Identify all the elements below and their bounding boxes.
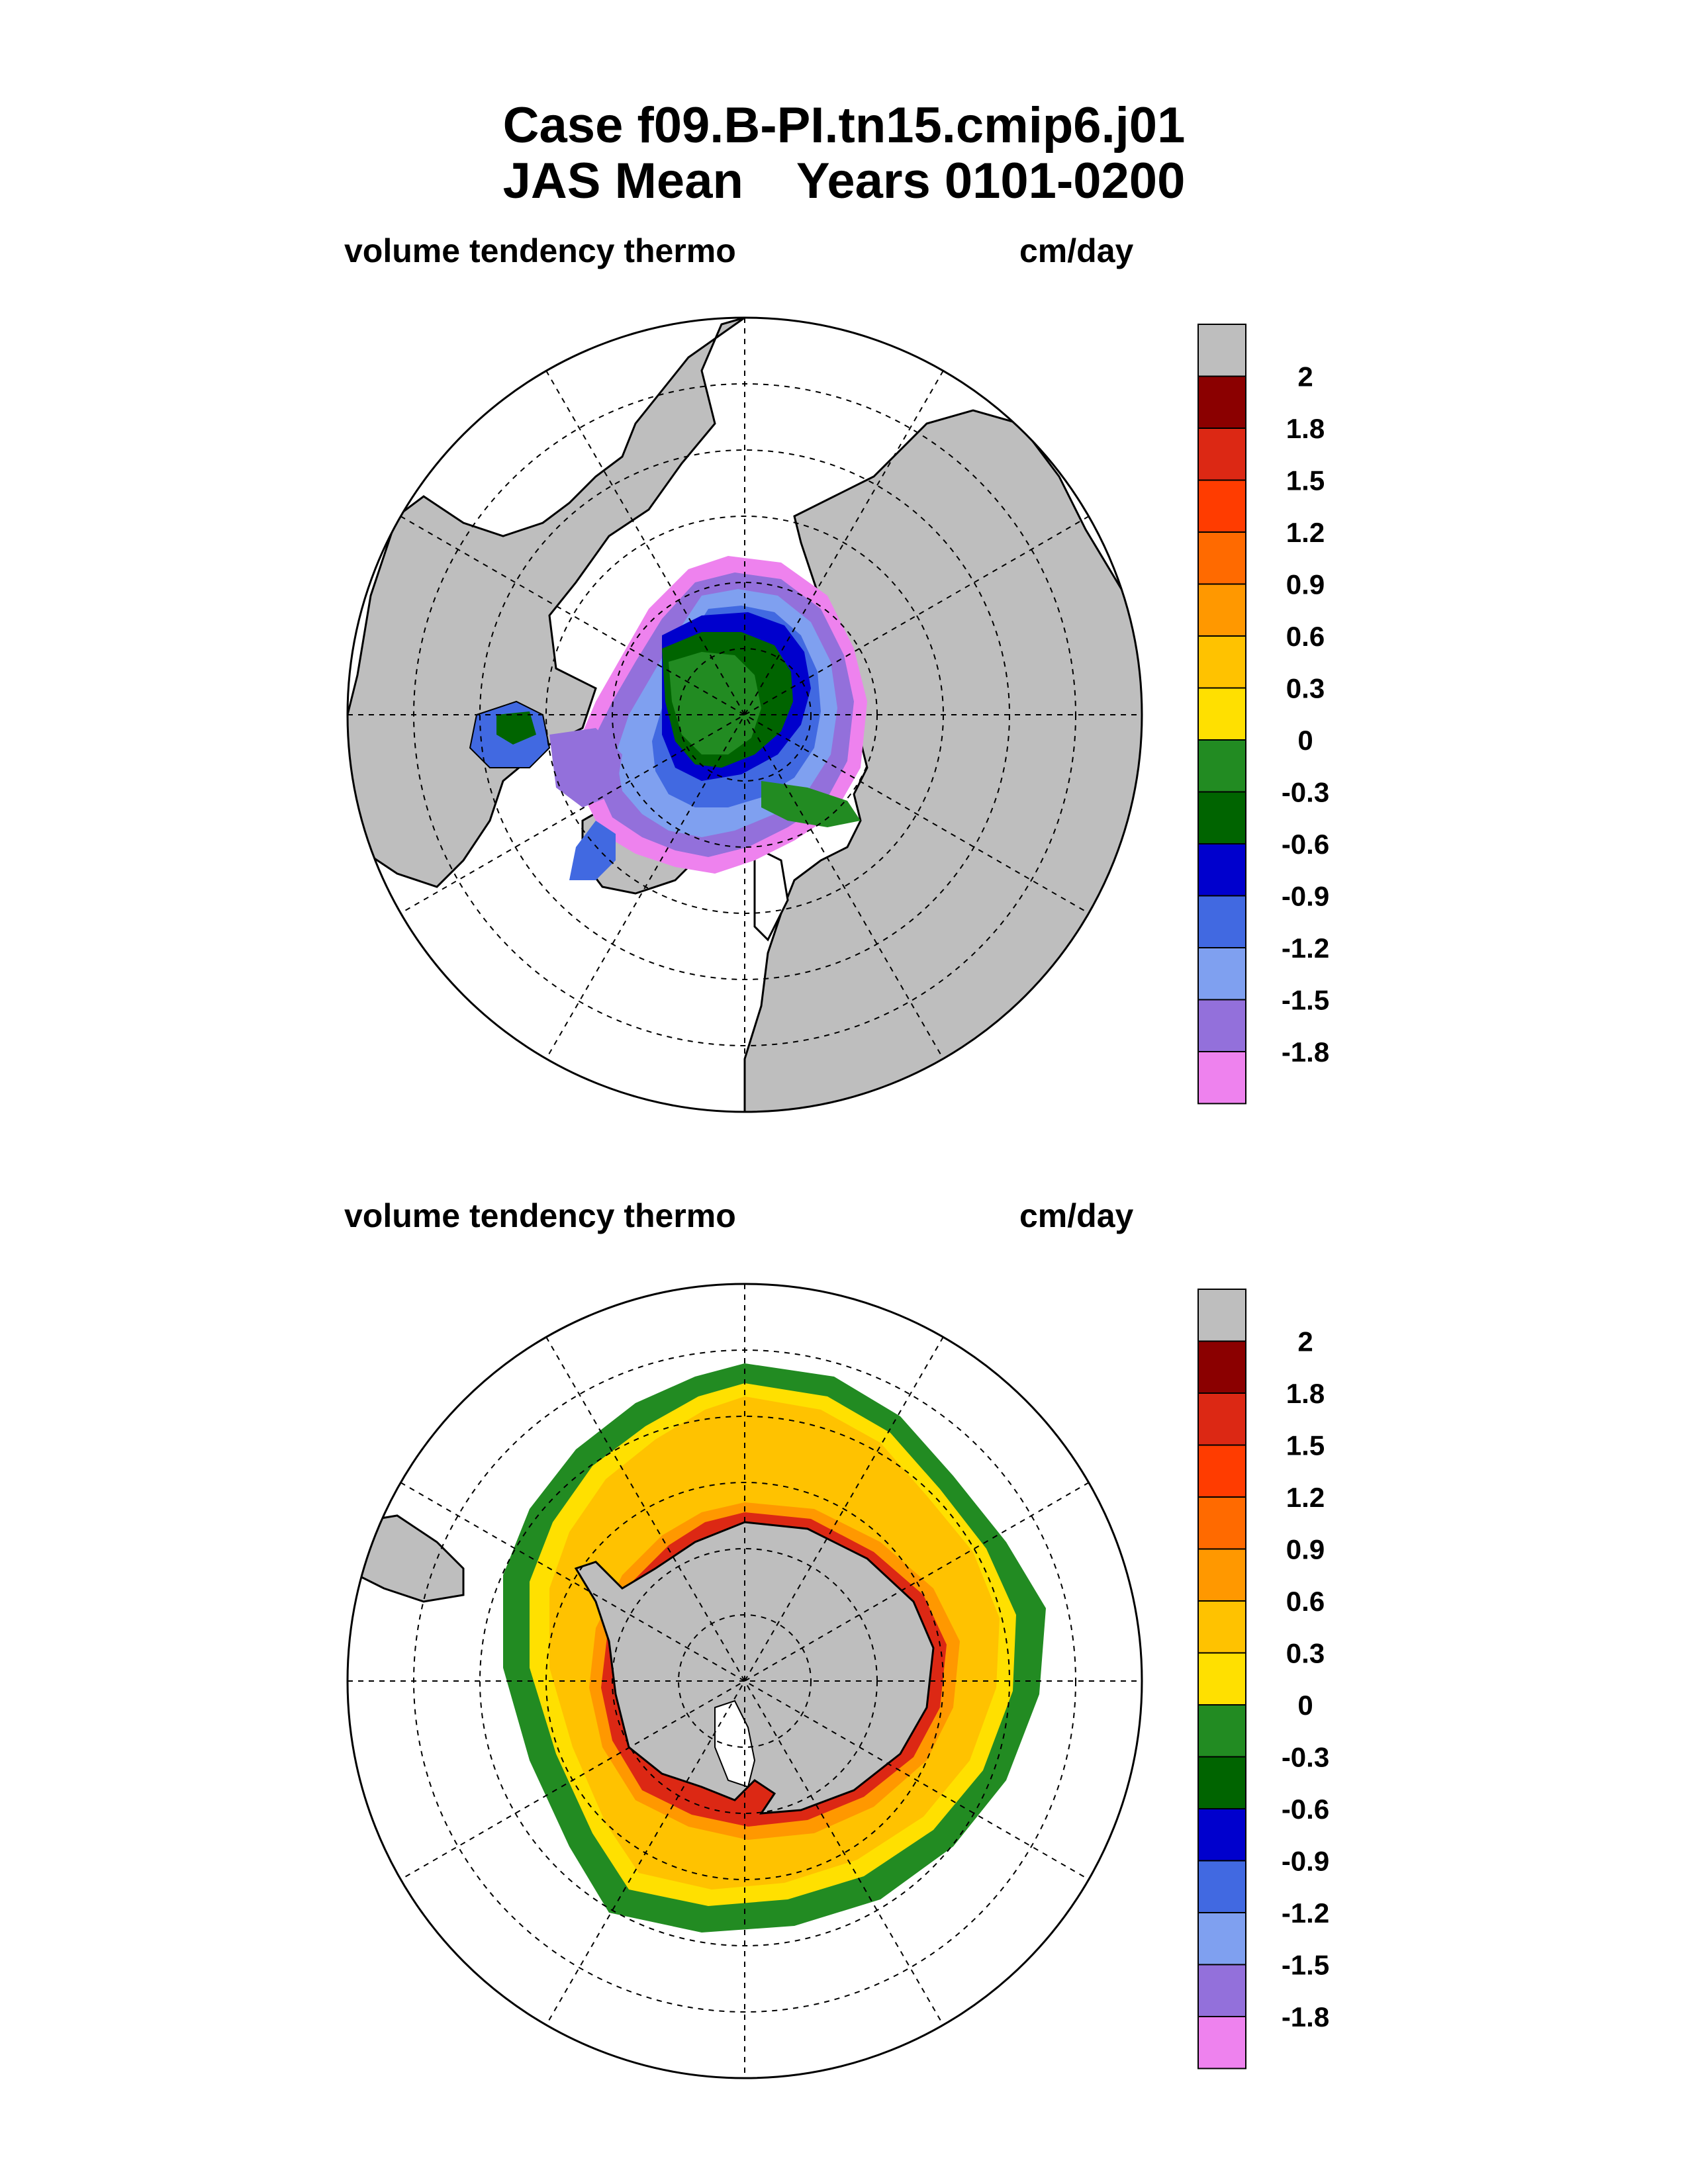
south-colorbar-label: 0 — [1297, 1690, 1313, 1721]
south-colorbar-box — [1197, 1808, 1246, 1862]
south-colorbar-label: 0.6 — [1286, 1586, 1325, 1617]
north-colorbar-box — [1197, 1051, 1246, 1105]
north-colorbar-box — [1197, 324, 1246, 377]
north-colorbar-box — [1197, 739, 1246, 793]
south-polar-map — [346, 1283, 1143, 2079]
south-variable-label: volume tendency thermo — [344, 1197, 736, 1234]
north-colorbar-label: 0 — [1297, 725, 1313, 756]
north-colorbar-label: 2 — [1297, 361, 1313, 392]
baffin-ice — [569, 821, 616, 880]
north-colorbar-box — [1197, 791, 1246, 844]
south-colorbar-label: 0.9 — [1286, 1534, 1325, 1565]
south-colorbar-box — [1197, 1652, 1246, 1706]
south-colorbar-label: 2 — [1297, 1326, 1313, 1357]
barents-ice — [761, 781, 861, 827]
south-colorbar-label: -0.3 — [1282, 1742, 1329, 1773]
canadian-archipelago-ice — [549, 728, 622, 807]
south-colorbar-label: 1.2 — [1286, 1482, 1325, 1513]
north-colorbar-box — [1197, 843, 1246, 897]
south-colorbar-label: -0.9 — [1282, 1846, 1329, 1877]
title-line-1: Case f09.B-PI.tn15.cmip6.j01 — [502, 97, 1186, 154]
north-variable-label: volume tendency thermo — [344, 232, 736, 269]
title-season: JAS Mean — [502, 153, 743, 209]
south-colorbar-box — [1197, 1496, 1246, 1550]
south-colorbar-box — [1197, 2016, 1246, 2070]
north-colorbar-box — [1197, 479, 1246, 533]
north-colorbar-box — [1197, 635, 1246, 689]
south-colorbar-label: 1.8 — [1286, 1378, 1325, 1409]
north-colorbar-label: -1.8 — [1282, 1036, 1329, 1068]
north-colorbar-box — [1197, 947, 1246, 1001]
north-colorbar-box — [1197, 428, 1246, 481]
south-colorbar-box — [1197, 1964, 1246, 2017]
south-units-label: cm/day — [1019, 1197, 1134, 1234]
south-colorbar-box — [1197, 1392, 1246, 1446]
north-colorbar-label: 0.6 — [1286, 621, 1325, 652]
north-colorbar-box — [1197, 531, 1246, 585]
south-colorbar-label: -1.2 — [1282, 1897, 1329, 1929]
north-colorbar-box — [1197, 687, 1246, 741]
north-polar-map — [346, 316, 1143, 1113]
north-colorbar-box — [1197, 999, 1246, 1052]
south-colorbar-box — [1197, 1704, 1246, 1758]
north-colorbar-label: -0.9 — [1282, 881, 1329, 912]
south-colorbar-box — [1197, 1289, 1246, 1342]
south-colorbar-label: 1.5 — [1286, 1430, 1325, 1461]
south-colorbar-box — [1197, 1600, 1246, 1654]
north-colorbar-label: 0.3 — [1286, 673, 1325, 704]
antarctica-land — [574, 1521, 935, 1815]
north-colorbar-box — [1197, 895, 1246, 948]
north-colorbar: 2 1.8 1.5 1.2 0.9 0.6 0.3 0 -0.3 -0.6 -0.9 -1.2 -1.5… — [1197, 324, 1329, 1105]
south-colorbar-label: 0.3 — [1286, 1638, 1325, 1669]
south-america-land — [356, 1514, 465, 1603]
arctic-ice-green — [669, 652, 761, 754]
north-colorbar-label: -0.3 — [1282, 777, 1329, 808]
south-colorbar-box — [1197, 1340, 1246, 1394]
north-colorbar-label: -0.6 — [1282, 829, 1329, 860]
south-colorbar-label: -1.5 — [1282, 1950, 1329, 1981]
north-colorbar-label: 1.5 — [1286, 465, 1325, 496]
south-colorbar-box — [1197, 1912, 1246, 1966]
south-colorbar-box — [1197, 1548, 1246, 1602]
north-colorbar-label: -1.2 — [1282, 933, 1329, 964]
north-colorbar-label: -1.5 — [1282, 985, 1329, 1016]
title-years: Years 0101-0200 — [796, 153, 1186, 209]
north-colorbar-box — [1197, 583, 1246, 637]
south-colorbar-box — [1197, 1756, 1246, 1809]
south-colorbar: 2 1.8 1.5 1.2 0.9 0.6 0.3 0 -0.3 -0.6 -0.9 -1.2 -1.5… — [1197, 1289, 1329, 2070]
south-colorbar-box — [1197, 1444, 1246, 1498]
north-units-label: cm/day — [1019, 232, 1134, 269]
north-colorbar-label: 1.8 — [1286, 413, 1325, 444]
south-colorbar-label: -1.8 — [1282, 2001, 1329, 2032]
north-colorbar-label: 0.9 — [1286, 569, 1325, 600]
title-line-2: JAS Mean Years 0101-0200 — [0, 154, 1688, 209]
north-america-land — [348, 318, 745, 888]
north-colorbar-box — [1197, 375, 1246, 429]
south-colorbar-box — [1197, 1860, 1246, 1913]
south-colorbar-label: -0.6 — [1282, 1794, 1329, 1825]
north-colorbar-label: 1.2 — [1286, 517, 1325, 548]
